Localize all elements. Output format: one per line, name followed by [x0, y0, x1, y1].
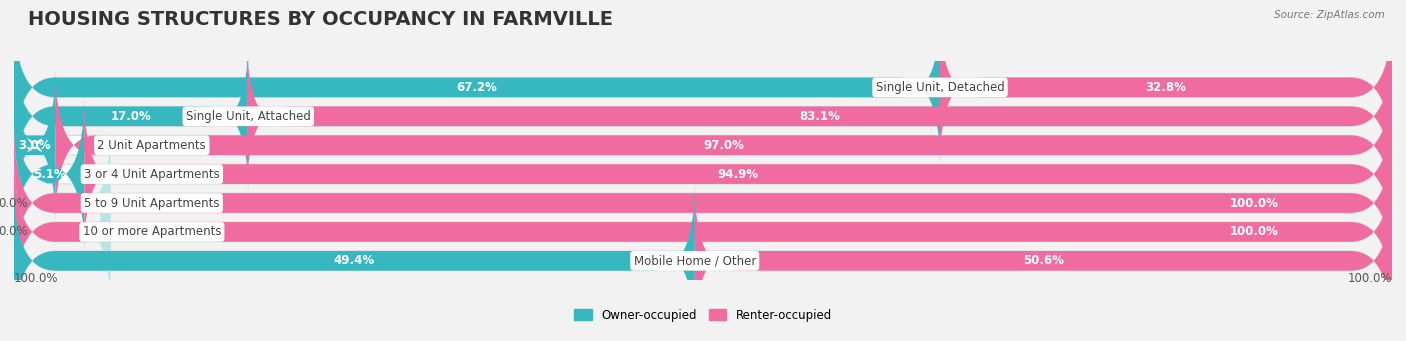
FancyBboxPatch shape [14, 155, 1392, 309]
Legend: Owner-occupied, Renter-occupied: Owner-occupied, Renter-occupied [574, 309, 832, 322]
FancyBboxPatch shape [14, 126, 111, 280]
Text: 49.4%: 49.4% [333, 254, 375, 267]
Text: 97.0%: 97.0% [703, 139, 744, 152]
FancyBboxPatch shape [695, 184, 1392, 338]
Text: 0.0%: 0.0% [0, 225, 28, 238]
FancyBboxPatch shape [14, 11, 1392, 164]
Text: 100.0%: 100.0% [1230, 196, 1278, 209]
Text: Single Unit, Detached: Single Unit, Detached [876, 81, 1004, 94]
Text: 2 Unit Apartments: 2 Unit Apartments [97, 139, 207, 152]
FancyBboxPatch shape [14, 184, 695, 338]
FancyBboxPatch shape [14, 97, 1392, 251]
Text: 100.0%: 100.0% [14, 272, 59, 285]
FancyBboxPatch shape [14, 40, 249, 193]
Text: 67.2%: 67.2% [457, 81, 498, 94]
Text: 3 or 4 Unit Apartments: 3 or 4 Unit Apartments [84, 168, 219, 181]
Text: 50.6%: 50.6% [1022, 254, 1064, 267]
Text: 10 or more Apartments: 10 or more Apartments [83, 225, 221, 238]
Text: 83.1%: 83.1% [799, 110, 839, 123]
FancyBboxPatch shape [14, 68, 1392, 222]
Text: 32.8%: 32.8% [1146, 81, 1187, 94]
FancyBboxPatch shape [55, 68, 1392, 222]
FancyBboxPatch shape [84, 97, 1392, 251]
Text: Mobile Home / Other: Mobile Home / Other [634, 254, 756, 267]
FancyBboxPatch shape [14, 155, 111, 309]
FancyBboxPatch shape [247, 40, 1392, 193]
Text: Source: ZipAtlas.com: Source: ZipAtlas.com [1274, 10, 1385, 20]
FancyBboxPatch shape [14, 184, 1392, 338]
Text: HOUSING STRUCTURES BY OCCUPANCY IN FARMVILLE: HOUSING STRUCTURES BY OCCUPANCY IN FARMV… [28, 10, 613, 29]
FancyBboxPatch shape [14, 40, 1392, 193]
Text: 100.0%: 100.0% [1347, 272, 1392, 285]
Text: 5 to 9 Unit Apartments: 5 to 9 Unit Apartments [84, 196, 219, 209]
Text: Single Unit, Attached: Single Unit, Attached [186, 110, 311, 123]
FancyBboxPatch shape [941, 11, 1392, 164]
FancyBboxPatch shape [14, 97, 84, 251]
Text: 3.0%: 3.0% [18, 139, 51, 152]
FancyBboxPatch shape [14, 11, 941, 164]
Text: 94.9%: 94.9% [717, 168, 759, 181]
Text: 0.0%: 0.0% [0, 196, 28, 209]
Text: 17.0%: 17.0% [111, 110, 152, 123]
FancyBboxPatch shape [14, 126, 1392, 280]
FancyBboxPatch shape [14, 155, 1392, 309]
Text: 5.1%: 5.1% [32, 168, 66, 181]
Text: 100.0%: 100.0% [1230, 225, 1278, 238]
FancyBboxPatch shape [14, 68, 55, 222]
FancyBboxPatch shape [14, 126, 1392, 280]
